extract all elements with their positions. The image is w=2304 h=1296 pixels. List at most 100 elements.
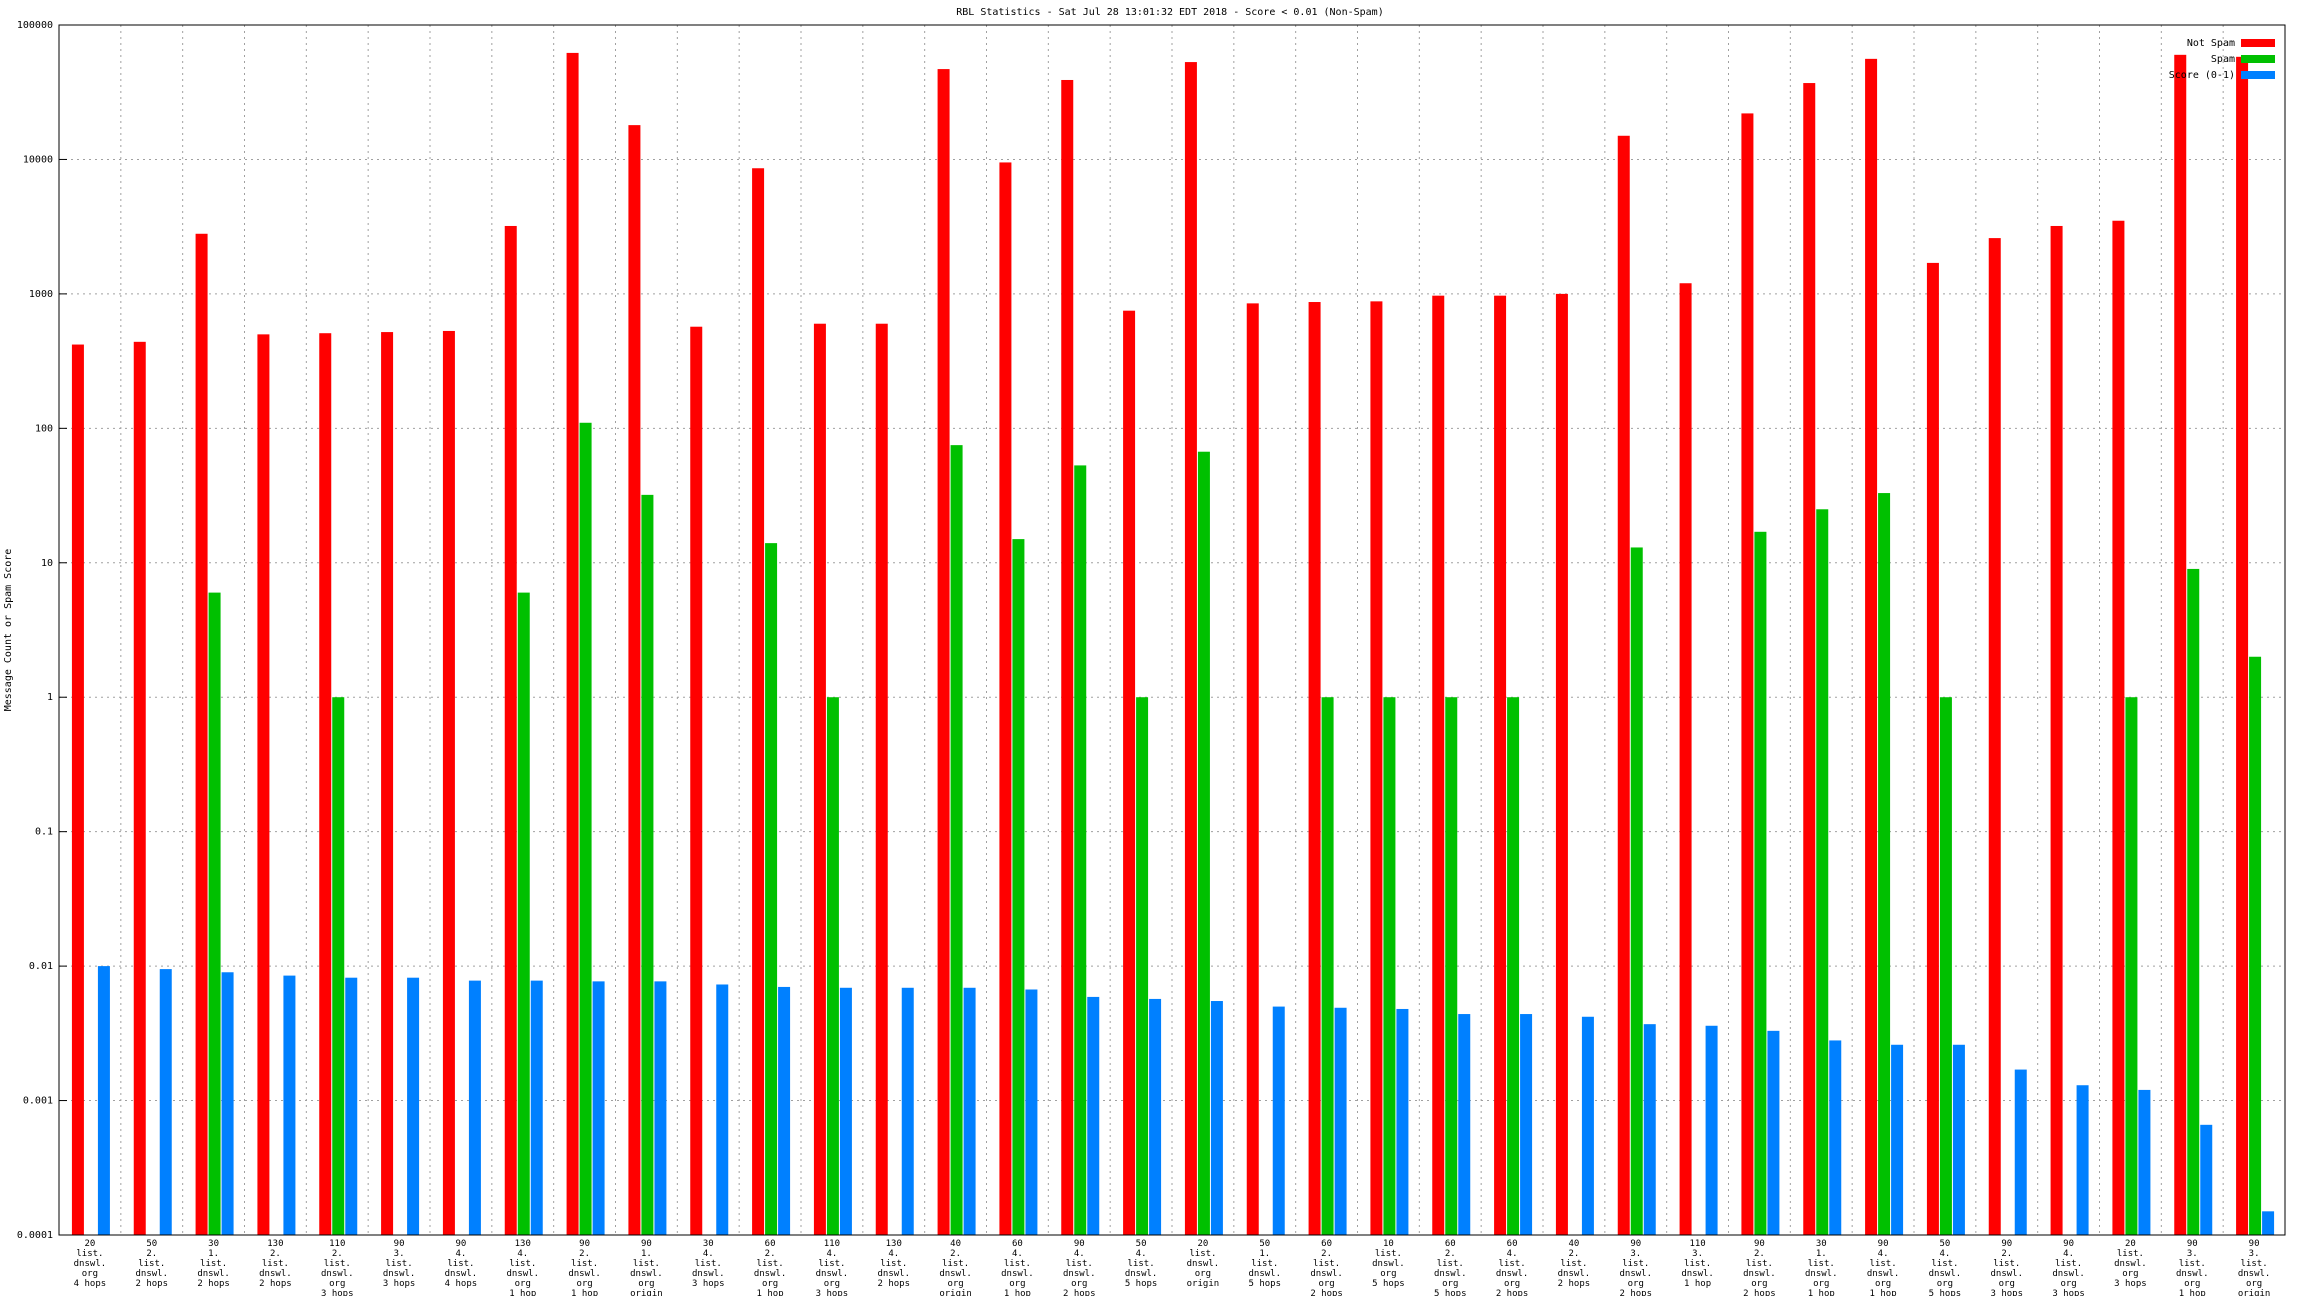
bar xyxy=(1087,996,1100,1235)
bar xyxy=(2187,568,2200,1235)
bar xyxy=(1741,113,1754,1236)
bar xyxy=(2014,1069,2027,1235)
x-tick-label: 90 3. list. dnswl. org origin xyxy=(2237,1239,2271,1296)
x-tick-label: 90 3. list. dnswl. 3 hops xyxy=(382,1239,416,1289)
x-tick-label: 90 4. list. dnswl. 4 hops xyxy=(444,1239,478,1289)
x-tick-label: 50 1. list. dnswl. 5 hops xyxy=(1248,1239,1281,1289)
bar xyxy=(592,981,605,1235)
bar xyxy=(1754,531,1767,1235)
bar xyxy=(1767,1030,1780,1235)
legend-label: Spam xyxy=(2211,54,2235,65)
x-tick-label: 60 4. list. dnswl. org 2 hops xyxy=(1495,1239,1529,1296)
bar xyxy=(468,980,481,1235)
bar xyxy=(628,125,641,1235)
x-tick-label: 110 4. list. dnswl. org 3 hops xyxy=(815,1239,849,1296)
bar xyxy=(1581,1016,1594,1235)
bar xyxy=(999,162,1012,1236)
bar xyxy=(690,326,703,1235)
x-tick-label: 50 4. list. dnswl. org 5 hops xyxy=(1928,1239,1962,1296)
bar xyxy=(2174,54,2187,1236)
bar xyxy=(950,445,963,1236)
x-tick-label: 110 3. list. dnswl. 1 hop xyxy=(1681,1239,1714,1289)
bar xyxy=(442,330,455,1235)
y-tick-label: 0.1 xyxy=(35,827,53,838)
legend-swatch xyxy=(2241,55,2275,63)
bar xyxy=(1432,295,1445,1235)
x-tick-label: 130 2. list. dnswl. 2 hops xyxy=(259,1239,292,1289)
bar xyxy=(1197,451,1210,1235)
x-tick-label: 90 2. list. dnswl. org 2 hops xyxy=(1743,1239,1776,1296)
chart-title: RBL Statistics - Sat Jul 28 13:01:32 EDT… xyxy=(956,7,1383,18)
y-tick-label: 1000 xyxy=(29,289,53,300)
x-tick-label: 90 4. list. dnswl. org 1 hop xyxy=(1866,1239,1900,1296)
bar xyxy=(319,333,332,1235)
x-tick-label: 40 2. list. dnswl. org origin xyxy=(939,1239,972,1296)
bar xyxy=(1520,1014,1533,1235)
bar xyxy=(381,332,394,1235)
x-tick-label: 60 2. list. dnswl. org 5 hops xyxy=(1433,1239,1467,1296)
x-tick-label: 20 list. dnswl. org 3 hops xyxy=(2114,1239,2147,1289)
bar xyxy=(1891,1044,1904,1235)
bar xyxy=(1705,1025,1718,1235)
legend-swatch xyxy=(2241,39,2275,47)
bar xyxy=(1308,302,1321,1235)
x-tick-label: 30 1. list. dnswl. 2 hops xyxy=(197,1239,230,1289)
bar xyxy=(1679,283,1692,1235)
bar xyxy=(2112,220,2125,1236)
bar xyxy=(2076,1085,2089,1235)
x-tick-label: 30 4. list. dnswl. 3 hops xyxy=(691,1239,725,1289)
bar xyxy=(1617,135,1630,1235)
x-tick-label: 30 1. list. dnswl. org 1 hop xyxy=(1804,1239,1838,1296)
bar xyxy=(504,225,517,1236)
bar xyxy=(1025,989,1038,1235)
x-tick-label: 60 4. list. dnswl. org 1 hop xyxy=(1001,1239,1034,1296)
bar xyxy=(1321,697,1334,1235)
bar xyxy=(1643,1024,1656,1235)
bar xyxy=(813,323,826,1235)
bar xyxy=(875,323,888,1235)
bar xyxy=(566,52,579,1236)
bar xyxy=(839,987,852,1235)
bar xyxy=(1829,1040,1842,1235)
x-tick-label: 130 4. list. dnswl. org 1 hop xyxy=(506,1239,539,1296)
bar xyxy=(159,969,172,1235)
x-tick-label: 90 3. list. dnswl. org 1 hop xyxy=(2175,1239,2209,1296)
bar xyxy=(345,977,358,1235)
y-tick-label: 10 xyxy=(41,558,53,569)
bar xyxy=(1012,539,1025,1235)
x-tick-label: 60 2. list. dnswl. org 1 hop xyxy=(753,1239,787,1296)
bar xyxy=(2236,56,2249,1236)
x-tick-label: 10 list. dnswl. org 5 hops xyxy=(1372,1239,1405,1289)
bar xyxy=(1494,295,1507,1235)
bar xyxy=(1816,509,1829,1235)
bar xyxy=(2125,697,2138,1235)
bar xyxy=(1334,1007,1347,1235)
bar xyxy=(1507,697,1520,1235)
x-tick-label: 90 2. list. dnswl. org 3 hops xyxy=(1990,1239,2023,1296)
x-tick-label: 90 4. list. dnswl. org 3 hops xyxy=(2052,1239,2085,1296)
bar xyxy=(1061,79,1074,1235)
bar xyxy=(208,592,221,1235)
bar xyxy=(407,977,420,1235)
bar xyxy=(2249,656,2262,1235)
bar xyxy=(221,972,234,1235)
bar xyxy=(2050,225,2063,1236)
bar xyxy=(1370,301,1383,1235)
bar xyxy=(1458,1014,1471,1235)
bar xyxy=(133,341,146,1235)
legend-swatch xyxy=(2241,71,2275,79)
bar xyxy=(1210,1001,1223,1235)
bar xyxy=(937,69,950,1236)
x-tick-label: 20 list. dnswl. org origin xyxy=(1186,1239,1220,1289)
bar xyxy=(1988,238,2001,1235)
x-tick-label: 110 2. list. dnswl. org 3 hops xyxy=(320,1239,354,1296)
x-tick-label: 90 4. list. dnswl. org 2 hops xyxy=(1062,1239,1096,1296)
bar xyxy=(1445,697,1458,1235)
bar xyxy=(2138,1089,2151,1235)
bar xyxy=(1878,493,1891,1235)
bar xyxy=(71,344,84,1236)
y-axis-label: Message Count or Spam Score xyxy=(3,549,14,712)
x-tick-label: 60 2. list. dnswl. org 2 hops xyxy=(1310,1239,1343,1296)
bar xyxy=(332,697,345,1235)
